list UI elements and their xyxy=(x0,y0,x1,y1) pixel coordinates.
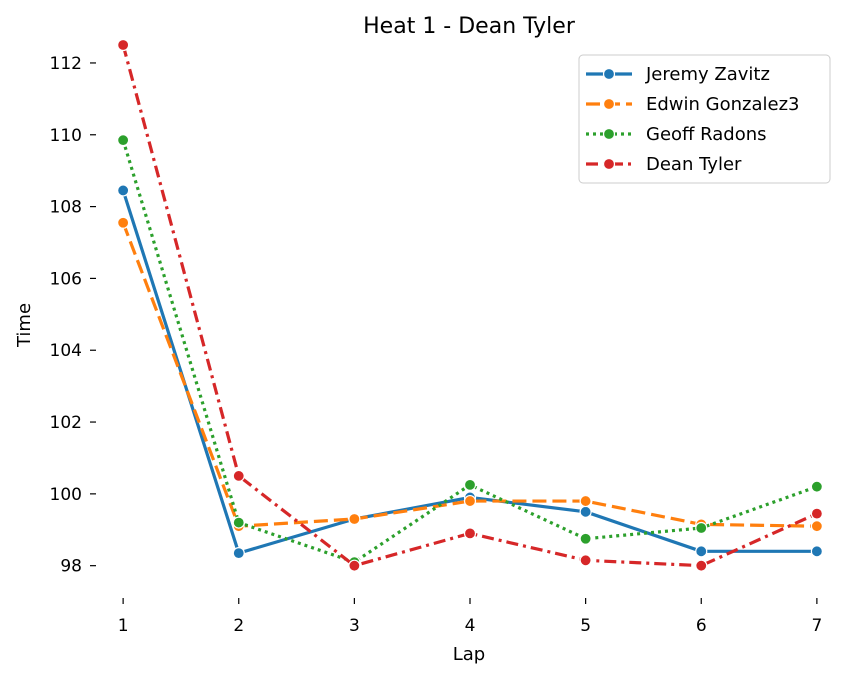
legend-item: Edwin Gonzalez3 xyxy=(586,94,799,115)
x-tick-label: 7 xyxy=(811,616,822,636)
data-point xyxy=(810,507,823,520)
legend-item: Jeremy Zavitz xyxy=(586,64,770,85)
legend-label: Jeremy Zavitz xyxy=(645,64,770,85)
legend-label: Geoff Radons xyxy=(646,124,767,145)
data-point xyxy=(695,545,708,558)
legend-swatch-marker xyxy=(602,97,616,111)
y-tick-label: 112 xyxy=(50,54,82,74)
x-tick-label: 3 xyxy=(349,616,360,636)
data-point xyxy=(348,559,361,572)
x-axis-label: Lap xyxy=(453,644,485,665)
data-point xyxy=(232,469,245,483)
y-tick-label: 106 xyxy=(50,269,82,289)
data-point xyxy=(579,554,592,567)
y-tick-label: 108 xyxy=(50,198,82,218)
data-point xyxy=(232,547,245,560)
legend-swatch-marker xyxy=(602,67,616,81)
series-layer xyxy=(117,38,823,572)
data-point xyxy=(463,527,477,540)
y-tick-label: 110 xyxy=(50,126,82,146)
x-tick-label: 4 xyxy=(465,616,476,636)
y-tick-label: 104 xyxy=(50,341,82,361)
x-tick-label: 6 xyxy=(696,616,707,636)
data-point xyxy=(348,512,361,526)
data-point xyxy=(810,480,823,493)
x-tick-label: 2 xyxy=(233,616,244,636)
data-point xyxy=(579,532,592,545)
legend: Jeremy Zavitz Edwin Gonzalez3 Geoff Radons… xyxy=(578,54,831,184)
axis-ticks: 1 2 3 4 5 6 7 98 100 102 104 106 108 110 112 xyxy=(50,54,823,636)
series-dean-tyler xyxy=(117,38,823,572)
data-point xyxy=(463,478,477,491)
legend-swatch-marker xyxy=(602,127,616,141)
data-point xyxy=(579,494,592,508)
y-axis-label: Time xyxy=(14,303,35,348)
data-point xyxy=(695,559,708,572)
data-point xyxy=(695,521,708,535)
data-point xyxy=(117,216,130,229)
data-point xyxy=(117,38,130,52)
data-point xyxy=(232,516,245,529)
data-point xyxy=(117,184,130,197)
legend-swatch-marker xyxy=(602,157,616,171)
legend-label: Dean Tyler xyxy=(646,154,742,175)
data-point xyxy=(579,505,592,518)
series-geoff-radons xyxy=(117,134,823,569)
legend-item: Geoff Radons xyxy=(586,124,767,145)
legend-label: Edwin Gonzalez3 xyxy=(646,94,799,115)
x-tick-label: 5 xyxy=(580,616,591,636)
legend-item: Dean Tyler xyxy=(586,154,742,175)
data-point xyxy=(117,134,130,147)
y-tick-label: 100 xyxy=(50,485,82,505)
chart-title: Heat 1 - Dean Tyler xyxy=(363,14,576,39)
data-point xyxy=(810,520,823,533)
data-point xyxy=(463,494,477,508)
legend-box xyxy=(578,54,831,184)
data-point xyxy=(810,545,823,558)
y-tick-label: 98 xyxy=(60,557,82,577)
x-tick-label: 1 xyxy=(118,616,129,636)
y-tick-label: 102 xyxy=(50,413,82,433)
